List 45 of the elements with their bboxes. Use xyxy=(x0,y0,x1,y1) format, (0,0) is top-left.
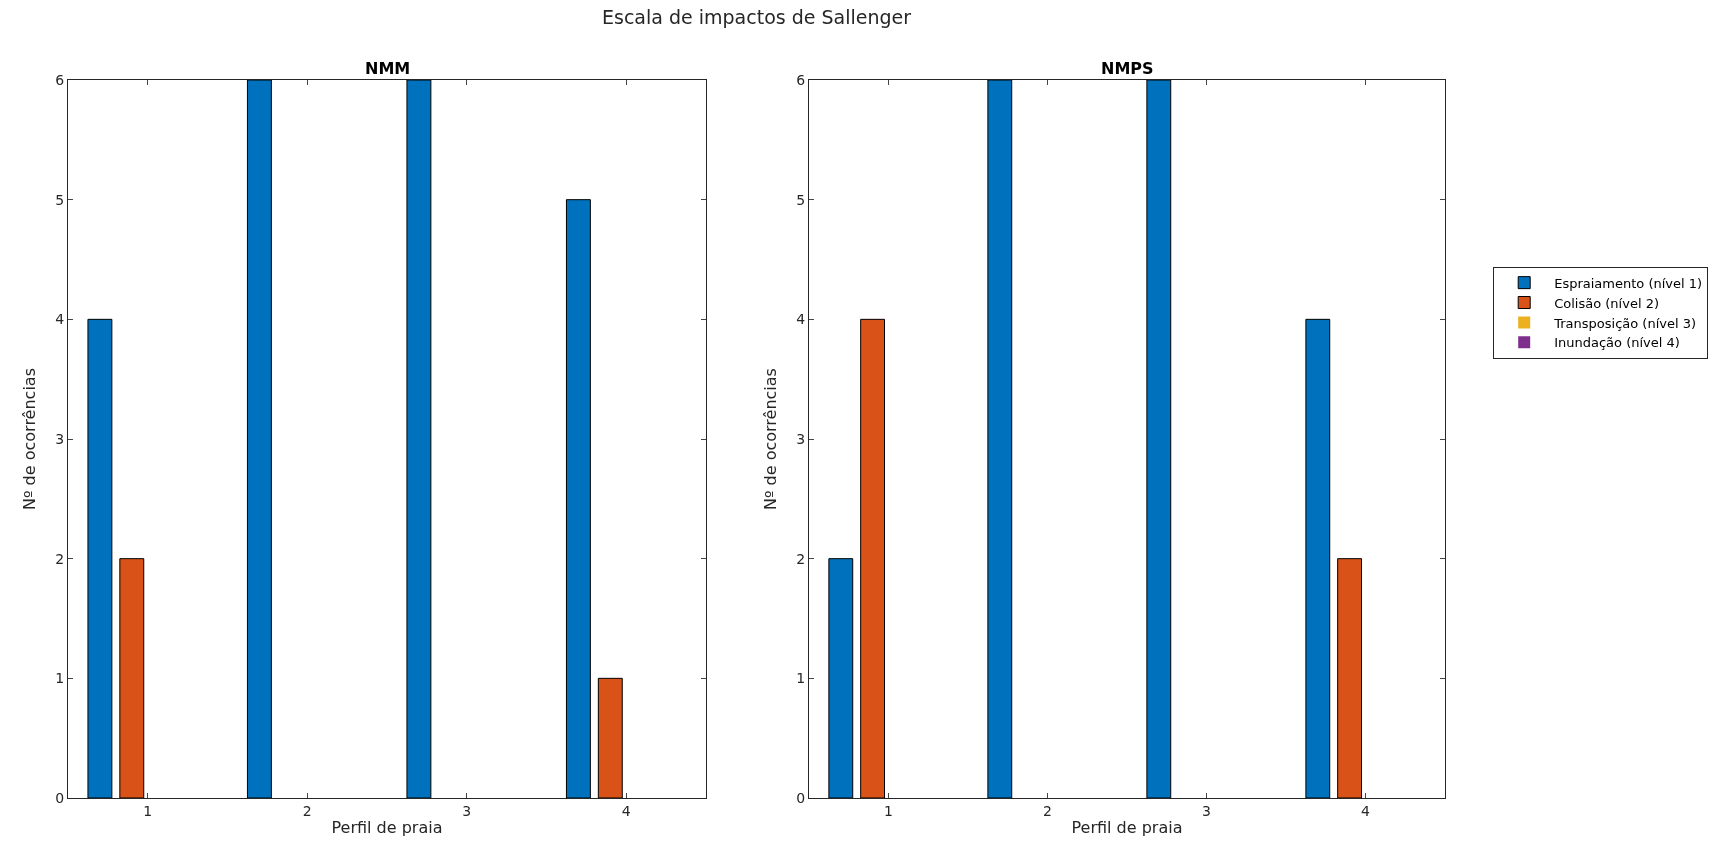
y-tick-label: 0 xyxy=(55,789,65,806)
x-tick-label: 4 xyxy=(1361,802,1371,819)
bar xyxy=(1305,318,1331,798)
y-tick-label: 2 xyxy=(55,550,65,567)
legend-label: Transposição (nível 3) xyxy=(1553,315,1697,331)
y-tick-label: 3 xyxy=(55,430,65,447)
y-tick-label: 6 xyxy=(796,71,806,88)
chart-title: NMPS xyxy=(1101,59,1154,78)
bar xyxy=(246,80,272,798)
x-axis-title: Perfil de praia xyxy=(1071,818,1183,838)
y-tick-label: 2 xyxy=(796,550,806,567)
y-tick-label: 1 xyxy=(55,670,65,687)
y-axis-title: Nº de ocorrências xyxy=(761,368,781,510)
bar xyxy=(828,558,854,798)
x-tick-label: 1 xyxy=(143,802,153,819)
x-tick-label: 3 xyxy=(462,802,472,819)
x-tick-label: 2 xyxy=(1043,802,1052,819)
y-tick-label: 1 xyxy=(796,670,806,687)
bar xyxy=(87,318,113,798)
bar xyxy=(987,80,1013,798)
y-tick-label: 6 xyxy=(55,71,65,88)
bar xyxy=(565,199,591,798)
y-tick-label: 0 xyxy=(796,789,806,806)
y-tick-label: 4 xyxy=(55,311,65,328)
chart-title: NMM xyxy=(365,59,411,78)
bar xyxy=(1146,80,1172,798)
x-tick-label: 4 xyxy=(621,802,631,819)
y-tick-label: 4 xyxy=(796,311,806,328)
y-tick-label: 5 xyxy=(796,191,806,208)
x-tick-label: 2 xyxy=(302,802,312,819)
legend-label: Inundação (nível 4) xyxy=(1554,335,1680,351)
x-tick-label: 1 xyxy=(884,802,893,819)
y-tick-label: 3 xyxy=(796,430,806,447)
y-tick-label: 5 xyxy=(55,191,65,208)
y-axis-title: Nº de ocorrências xyxy=(20,368,40,510)
text: Escala de impactos de Sallenger xyxy=(602,6,912,28)
legend-label: Colisão (nível 2) xyxy=(1554,295,1659,311)
bar xyxy=(860,318,886,798)
x-tick-label: 3 xyxy=(1202,802,1211,819)
bar xyxy=(406,80,432,798)
bar xyxy=(1337,558,1363,798)
bar xyxy=(597,677,623,798)
x-axis-title: Perfil de praia xyxy=(331,818,443,838)
legend-label: Espraiamento (nível 1) xyxy=(1554,275,1703,291)
bar xyxy=(119,558,145,798)
